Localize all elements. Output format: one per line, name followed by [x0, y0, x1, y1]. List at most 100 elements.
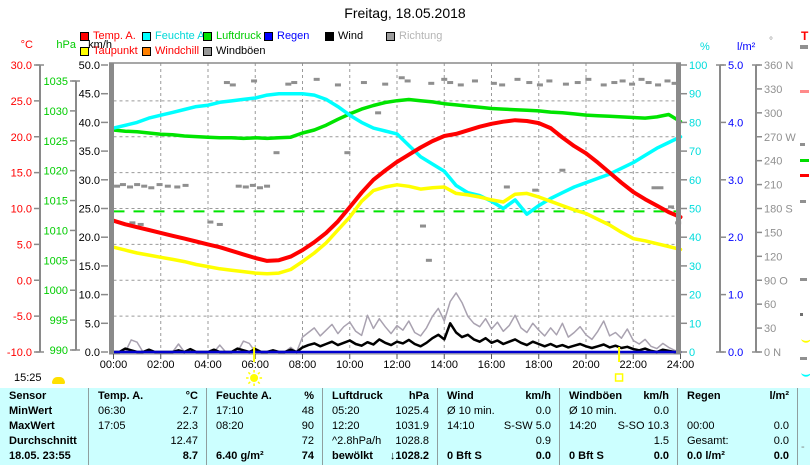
sun-icon-ray	[247, 381, 251, 385]
wind-tick-label: 20.0	[79, 232, 100, 244]
wind-direction-dot	[657, 186, 664, 190]
wind-direction-dot	[526, 81, 533, 85]
strip-indicator-mark	[800, 278, 807, 281]
cell-time-value: 14:10	[447, 420, 475, 432]
temp-tick-label: -5.0	[13, 311, 32, 323]
x-axis-time-label: 20:00	[572, 359, 600, 371]
direction-tick-label: 180 S	[764, 204, 793, 216]
wind-direction-dot	[174, 185, 181, 189]
sunset-square-icon	[614, 373, 624, 382]
moon-crescent-icon	[801, 339, 810, 343]
cell-data-value: 0.0	[773, 450, 789, 462]
cell-data-value: 0.0	[535, 405, 551, 417]
wind-direction-dot	[645, 81, 652, 85]
plot-left-border	[109, 63, 114, 354]
table-header-windb-en: Windböen km/h	[560, 389, 676, 404]
table-cell: 0.9	[438, 434, 558, 449]
cell-data-value: 90	[301, 420, 314, 432]
cell-data-value: 1025.4	[395, 405, 429, 417]
strip-indicator-mark	[800, 313, 803, 316]
wind-direction-dot	[619, 79, 626, 83]
x-axis-time-label: 04:00	[194, 359, 222, 371]
wind-tick-label: 50.0	[79, 60, 100, 72]
cell-data-value: 0.0	[653, 450, 669, 462]
table-edge-dash: -	[801, 441, 805, 453]
wind-direction-dot	[137, 222, 144, 226]
legend-label: Wind	[338, 30, 364, 42]
wind-direction-dot	[251, 79, 258, 83]
wind-direction-dot	[156, 183, 163, 187]
table-header-luftdruck: Luftdruck hPa	[323, 389, 436, 404]
legend-swatch-icon	[203, 46, 212, 56]
x-axis-time-label: 06:00	[241, 359, 269, 371]
cell-time-value: 05:20	[332, 405, 360, 417]
cell-data-value: ↓1028.2	[389, 450, 429, 462]
legend-swatch-icon	[142, 31, 151, 41]
cell-data-value: 12.47	[170, 435, 198, 447]
direction-tick-label: 210	[764, 180, 782, 192]
cell-time-value: Ø 10 min.	[569, 405, 617, 417]
table-cell: Ø 10 min. 0.0	[560, 404, 676, 419]
row-label-text: Sensor	[9, 390, 47, 402]
legend-label: Luftdruck	[216, 30, 262, 42]
cell-time-value: 14:20	[569, 420, 597, 432]
legend-item-richtung: Richtung	[386, 30, 442, 42]
row-label-text: Durchschnitt	[9, 435, 77, 447]
wind-direction-dot	[249, 183, 256, 187]
cell-time-value	[560, 434, 569, 449]
table-cell: ^2.8hPa/h 1028.8	[323, 434, 436, 449]
rain-tick-label: 4.0	[728, 117, 743, 129]
rain-tick-label: 2.0	[728, 232, 743, 244]
legend-swatch-icon	[142, 46, 151, 56]
legend-label: Windchill	[155, 45, 200, 57]
sun-icon-core	[250, 374, 259, 382]
cell-data-value	[687, 404, 796, 419]
wind-direction-dot	[532, 188, 539, 192]
cell-time-value: ^2.8hPa/h	[332, 435, 382, 447]
legend-item-luftdruck: Luftdruck	[203, 30, 261, 42]
wind-direction-dot	[668, 205, 675, 209]
table-cell: 0.0 l/m² 0.0	[678, 449, 796, 464]
humidity-tick-label: 50	[689, 204, 701, 216]
legend-item-windchill: Windchill	[142, 45, 199, 57]
x-axis-time-label: 22:00	[619, 359, 647, 371]
direction-tick-label: 150	[764, 227, 782, 239]
table-row-label: MaxWert	[0, 419, 87, 434]
wind-direction-dot	[273, 151, 280, 155]
wind-direction-dot	[264, 184, 271, 188]
table-cell: 06:30 2.7	[89, 404, 205, 419]
pressure-tick-label: 1025	[44, 136, 68, 148]
table-column-separator	[677, 388, 678, 465]
cell-data-value: 1.5	[653, 435, 669, 447]
wind-direction-dot	[651, 186, 658, 190]
legend-swatch-icon	[386, 31, 395, 41]
wind-direction-dot	[629, 82, 636, 86]
wind-direction-dot	[600, 83, 607, 87]
wind-direction-dot	[285, 82, 292, 86]
temp-unit-label: °C	[21, 39, 33, 51]
table-cell: 12:20 1031.9	[323, 419, 436, 434]
wind-direction-dot	[216, 222, 223, 226]
pressure-tick-label: 1015	[44, 196, 68, 208]
legend-label: Richtung	[399, 30, 443, 42]
x-axis-time-label: 10:00	[336, 359, 364, 371]
x-axis-time-label: 16:00	[478, 359, 506, 371]
wind-direction-dot	[503, 185, 510, 189]
table-cell: 12.47	[89, 434, 205, 449]
direction-tick-label: 120	[764, 251, 782, 263]
pressure-tick-label: 1030	[44, 106, 68, 118]
wind-direction-dot	[441, 77, 448, 81]
direction-tick-label: 300	[764, 108, 782, 120]
cell-data-value: 0.0	[653, 405, 669, 417]
humidity-tick-label: 10	[689, 318, 701, 330]
wind-direction-dot	[129, 221, 136, 225]
row-label-text: 18.05. 23:55	[9, 450, 71, 462]
humidity-tick-label: 80	[689, 117, 701, 129]
cell-time-value	[89, 449, 98, 464]
wind-direction-dot	[546, 79, 553, 83]
wind-direction-dot	[428, 81, 435, 85]
wind-direction-dot	[559, 168, 566, 172]
legend-swatch-icon	[203, 31, 212, 41]
humidity-tick-label: 0	[689, 347, 695, 359]
